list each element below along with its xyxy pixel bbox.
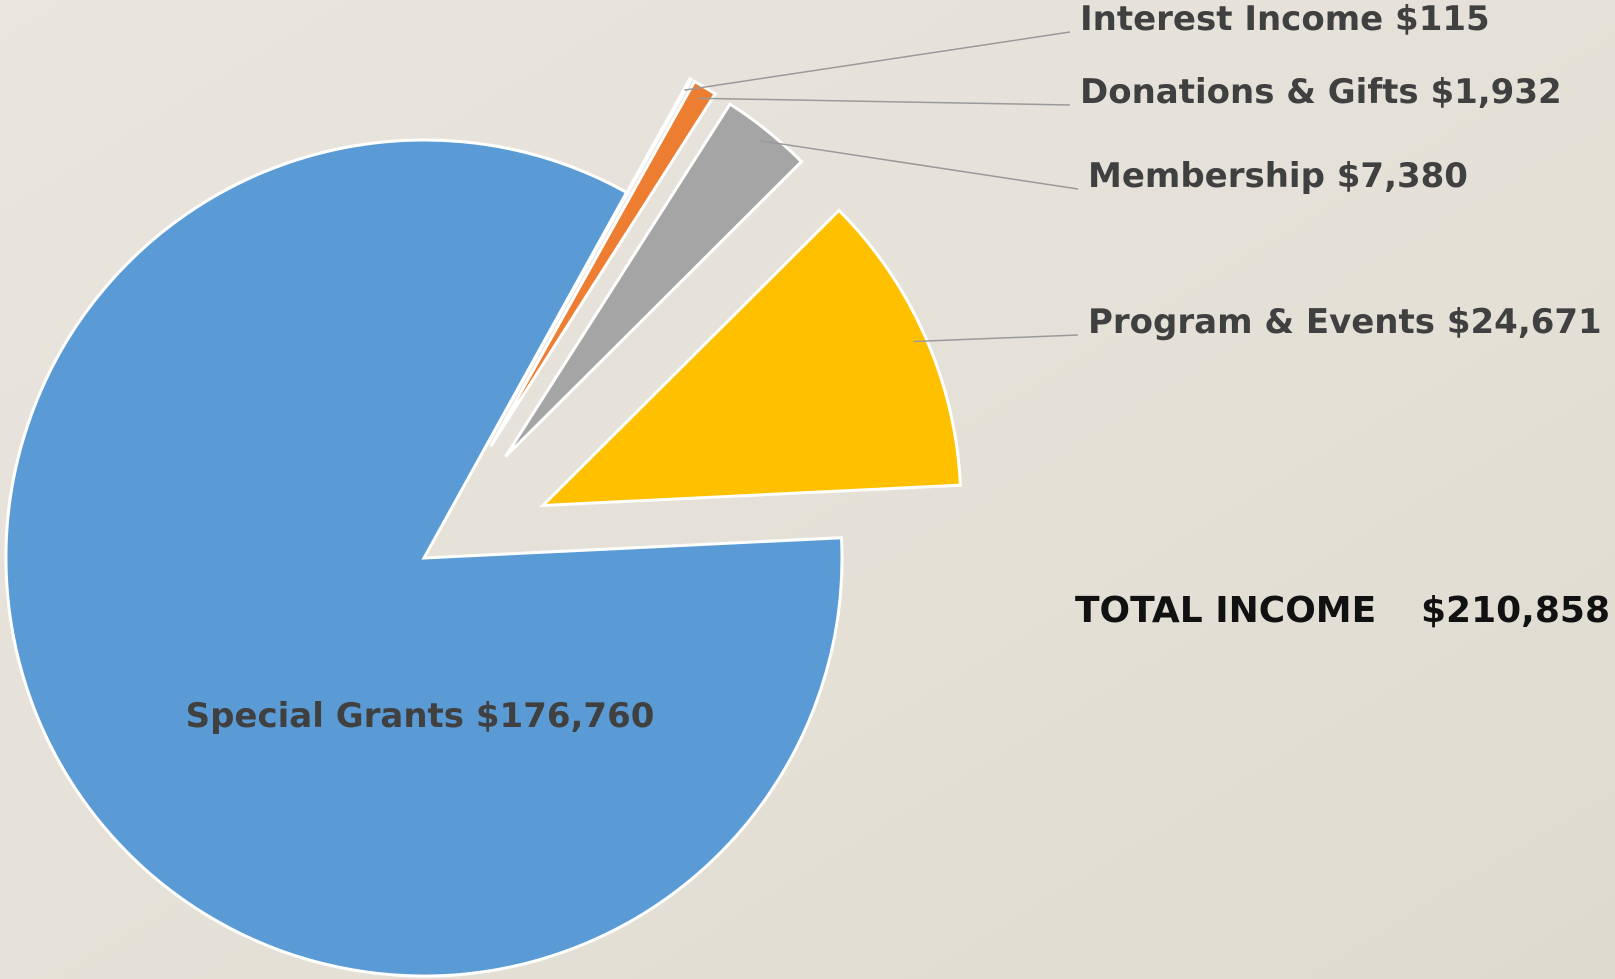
category-name: Donations & Gifts: [1080, 72, 1419, 112]
leader-line: [684, 31, 1071, 91]
total-value: $210,858: [1421, 590, 1610, 631]
value-label: $115: [1395, 0, 1490, 39]
value-label: $176,760: [476, 696, 655, 736]
leader-line: [698, 97, 1071, 106]
total-title: TOTAL INCOME: [1075, 590, 1376, 631]
pie: [4, 76, 962, 978]
value-label: $1,932: [1430, 72, 1561, 112]
slice-label: Program & Events $24,671: [1088, 302, 1602, 342]
labels: Interest Income $115 Donations & Gifts $1…: [186, 0, 1602, 736]
slice: [539, 208, 962, 508]
slice-label: Special Grants $176,760: [186, 696, 655, 736]
value-label: $24,671: [1447, 302, 1602, 342]
value-label: $7,380: [1337, 156, 1468, 196]
category-name: Program & Events: [1088, 302, 1435, 342]
category-name: Membership: [1088, 156, 1325, 196]
slice-label: Donations & Gifts $1,932: [1080, 72, 1562, 112]
slice-label: Interest Income $115: [1080, 0, 1490, 39]
leader-line: [913, 334, 1079, 343]
category-name: Special Grants: [186, 696, 464, 736]
slice-label: Membership $7,380: [1088, 156, 1468, 196]
category-name: Interest Income: [1080, 0, 1383, 39]
leader-line: [759, 139, 1079, 190]
slice: [504, 102, 804, 458]
slice: [4, 138, 844, 978]
